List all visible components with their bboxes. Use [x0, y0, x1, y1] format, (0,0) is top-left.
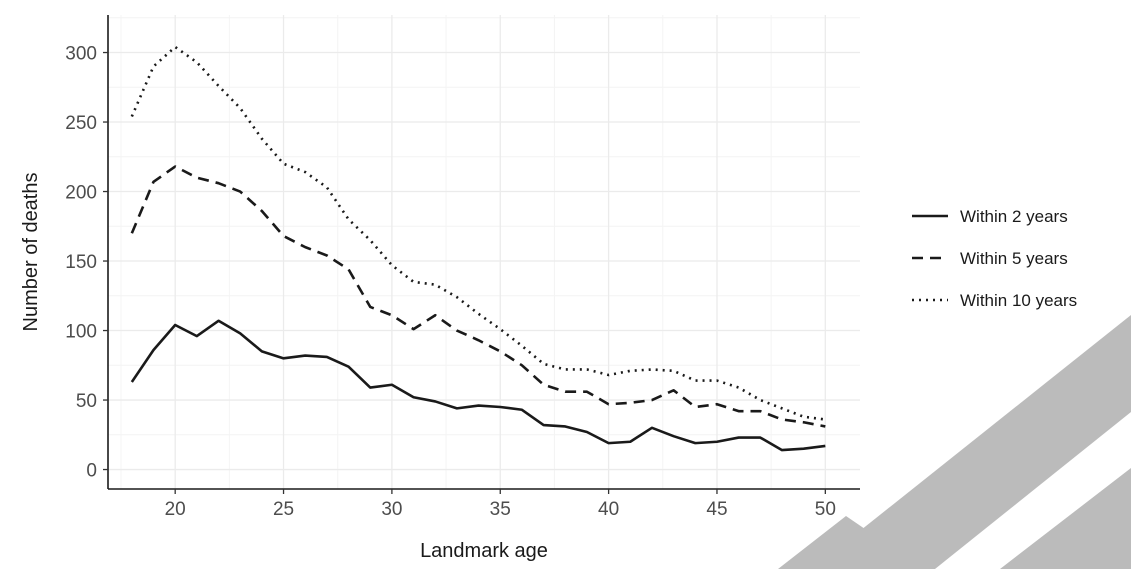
- x-tick-label: 35: [490, 499, 511, 520]
- y-tick-label: 150: [65, 252, 97, 273]
- x-tick-label: 20: [165, 499, 186, 520]
- plot-panel: [108, 15, 860, 489]
- y-axis-title: Number of deaths: [20, 173, 42, 332]
- legend-label-2: Within 5 years: [960, 249, 1068, 268]
- minor-gridlines: [108, 15, 860, 489]
- axes: [107, 15, 860, 490]
- series-line-2: [130, 165, 826, 428]
- y-tick-label: 100: [65, 322, 97, 343]
- x-tick-label: 30: [381, 499, 402, 520]
- x-tick-label: 50: [815, 499, 836, 520]
- y-tick-label: 250: [65, 113, 97, 134]
- y-tick-label: 300: [65, 44, 97, 65]
- x-tick-label: 40: [598, 499, 619, 520]
- y-tick-label: 200: [65, 183, 97, 204]
- series-lines: [130, 45, 826, 452]
- x-axis-title: Landmark age: [420, 540, 548, 562]
- y-tick-label: 50: [76, 391, 97, 412]
- series-line-3: [130, 45, 826, 421]
- y-tick-label: 0: [86, 461, 97, 482]
- legend: Within 2 years Within 5 years Within 10 ye…: [912, 207, 1077, 310]
- x-tick-label: 45: [706, 499, 727, 520]
- axis-ticks: 20 25 30 35 40 45 50 0 50 100 150 200 250 300: [65, 44, 836, 520]
- series-line-1: [130, 319, 826, 452]
- legend-label-1: Within 2 years: [960, 207, 1068, 226]
- legend-label-3: Within 10 years: [960, 291, 1077, 310]
- x-tick-label: 25: [273, 499, 294, 520]
